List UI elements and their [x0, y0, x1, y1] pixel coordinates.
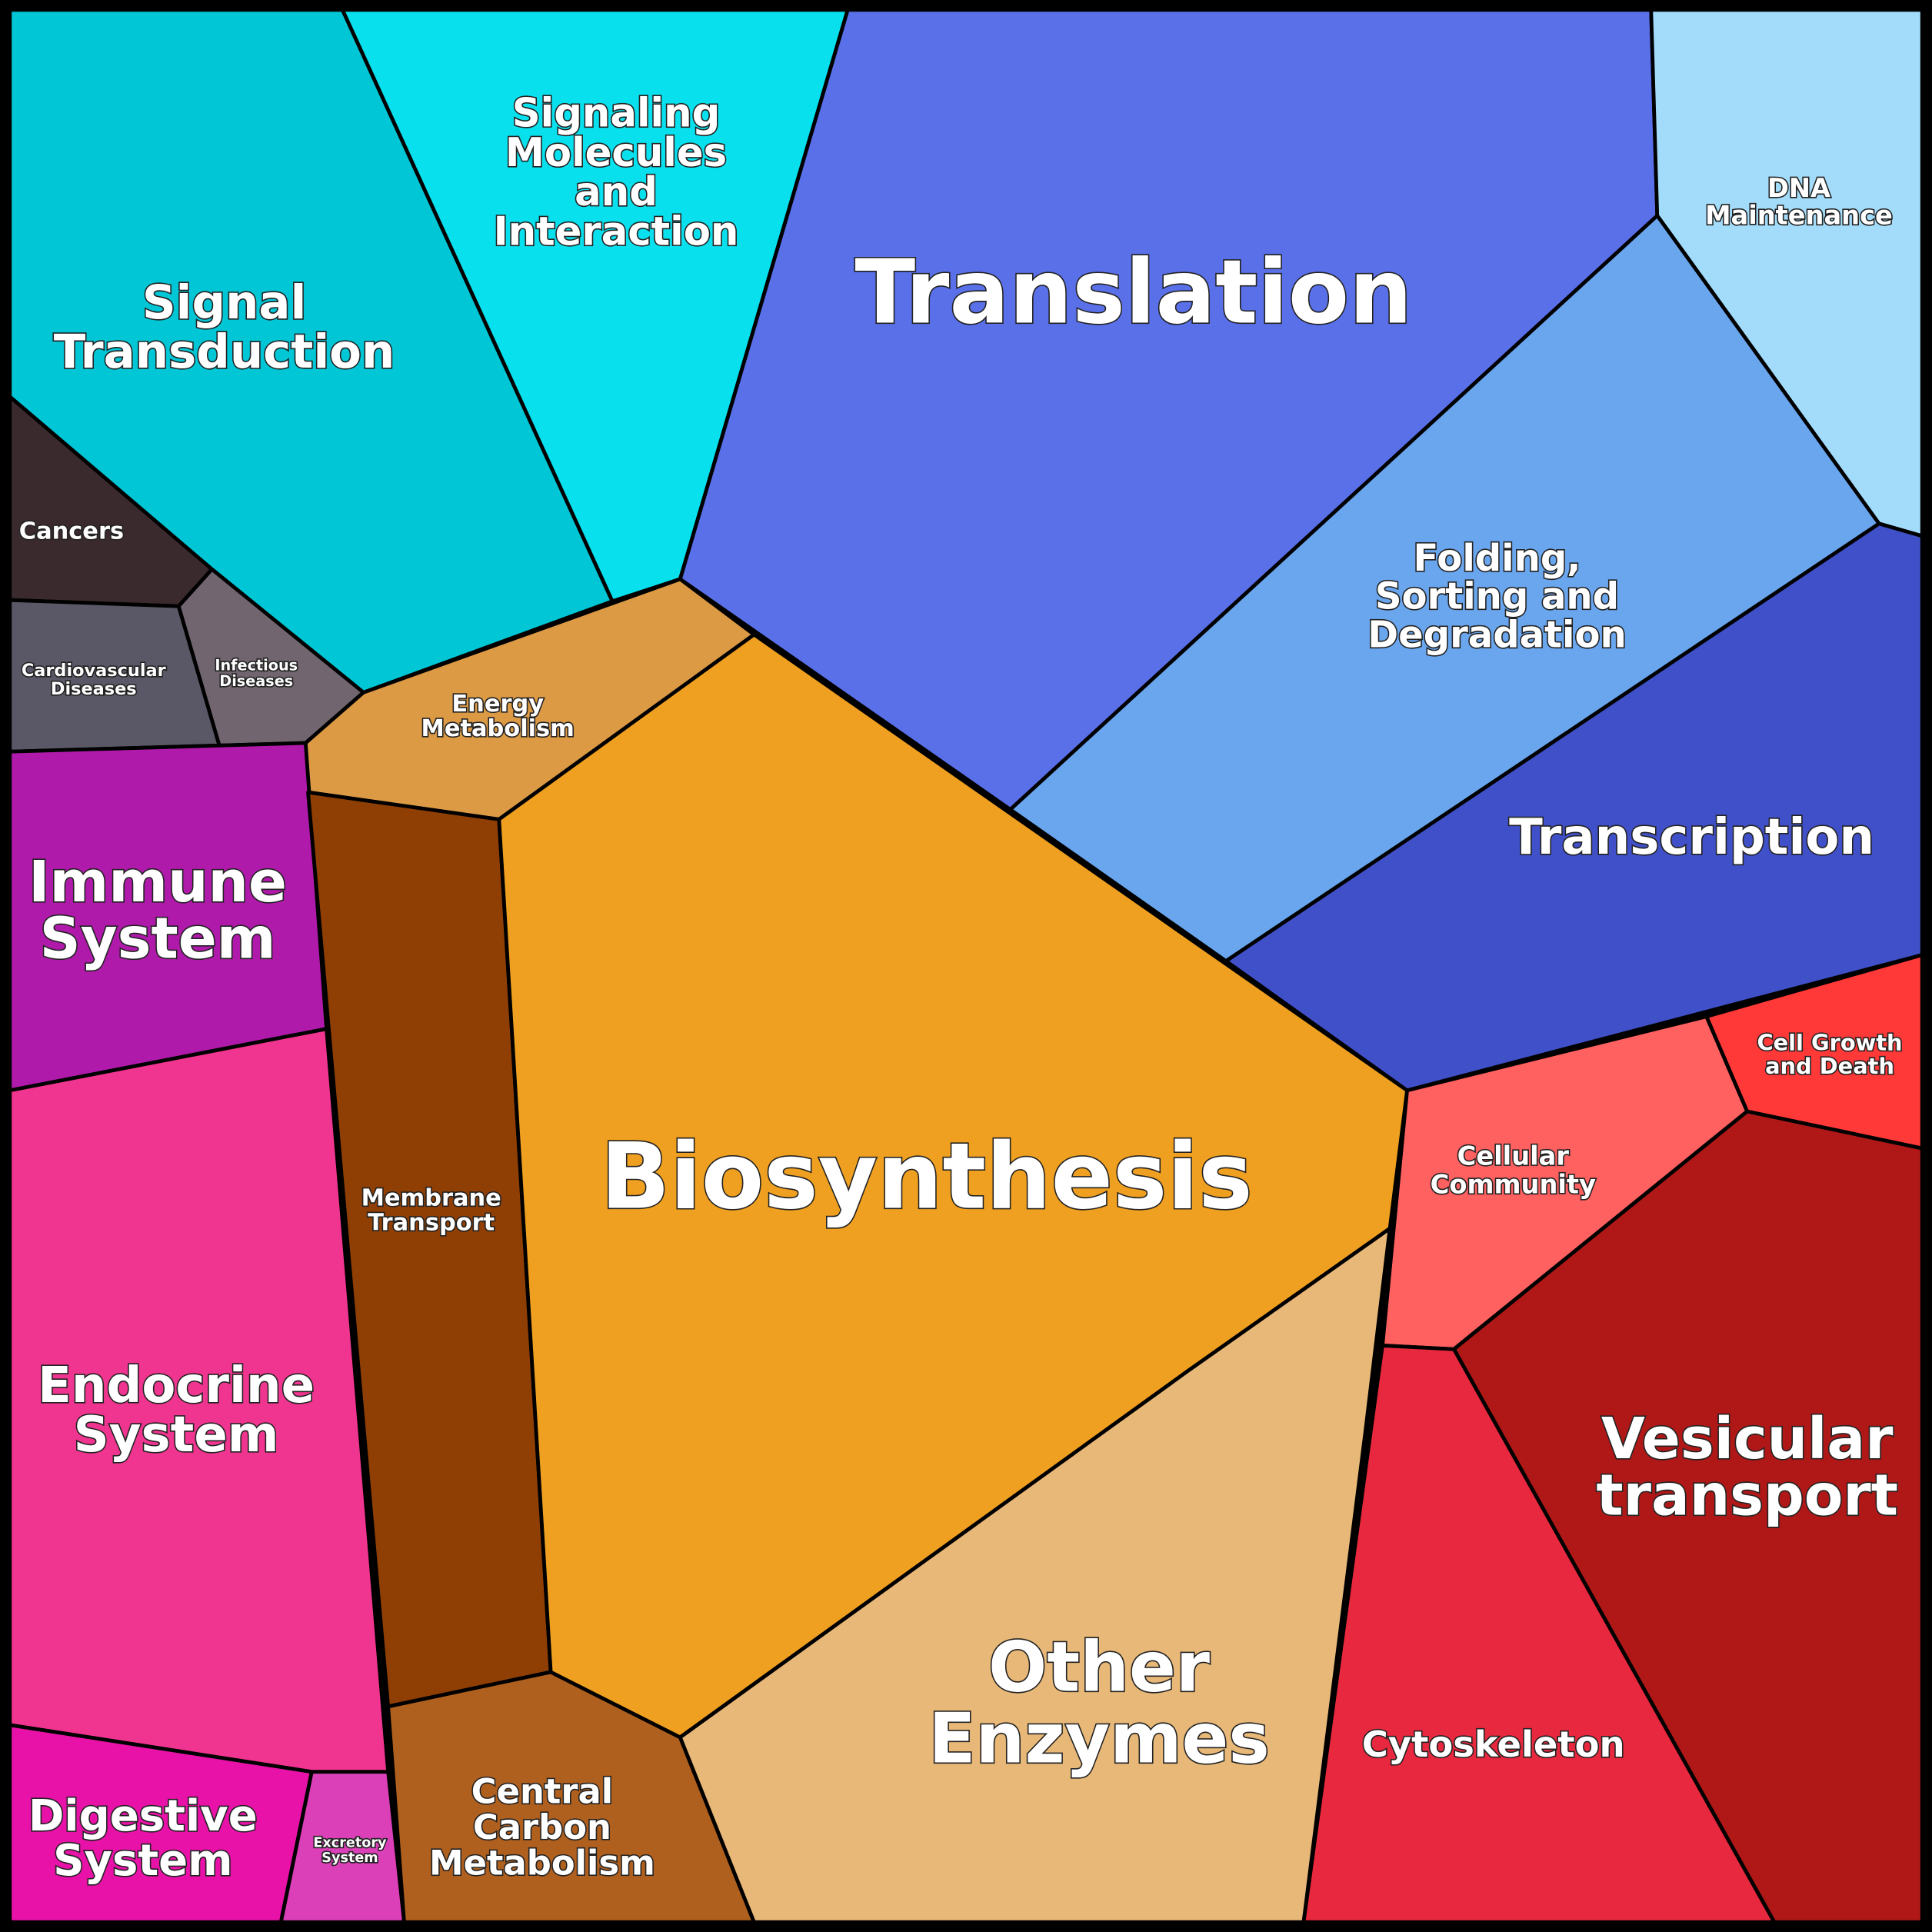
region-label: Transduction [54, 325, 395, 379]
region-label: Cellular [1457, 1141, 1570, 1171]
region-label: System [321, 1850, 378, 1866]
region-label: Immune [28, 850, 287, 915]
region-label: Membrane [361, 1184, 501, 1211]
region-label: Energy [451, 691, 544, 718]
region-label: Cytoskeleton [1362, 1724, 1625, 1765]
region-label: Carbon [473, 1807, 611, 1847]
region-label: Infectious [215, 656, 298, 674]
region-label: Cell Growth [1757, 1030, 1902, 1056]
region-label: Sorting and [1375, 575, 1619, 618]
region-label: Digestive [28, 1791, 258, 1841]
cells [8, 8, 1924, 1924]
region-label: Vesicular [1601, 1407, 1894, 1472]
region-label: Maintenance [1705, 200, 1893, 230]
region-label: Metabolism [429, 1842, 655, 1883]
region-label: and Death [1765, 1053, 1894, 1079]
region-label: Translation [854, 241, 1412, 344]
region-label: Cancers [19, 518, 124, 545]
region-label: Community [1431, 1169, 1596, 1199]
labels: SignalTransductionSignalingMoleculesandI… [18, 89, 1904, 1887]
region-label: Cardiovascular [22, 661, 166, 681]
region-label: transport [1596, 1464, 1898, 1529]
region-label: Diseases [219, 672, 293, 690]
region-label: and [575, 169, 658, 215]
region-label: System [53, 1836, 233, 1886]
region-label: Endocrine [38, 1357, 315, 1414]
region-label: Molecules [505, 130, 727, 176]
region-label: Signaling [512, 91, 721, 137]
region-label: Degradation [1367, 613, 1626, 656]
region-label: Transcription [1509, 809, 1874, 866]
region-label: Excretory [313, 1836, 387, 1851]
region-label: Central [471, 1771, 613, 1812]
region-label: Diseases [51, 679, 137, 699]
region-label: DNA [1767, 173, 1830, 203]
region-label: Enzymes [928, 1699, 1270, 1779]
region-label: Transport [368, 1209, 495, 1236]
region-cell [1224, 521, 1924, 1093]
region-label: Signal [142, 275, 307, 330]
region-label: Folding, [1413, 537, 1581, 580]
region-label: Interaction [494, 208, 739, 255]
region-label: Other [988, 1627, 1210, 1707]
region-label: Biosynthesis [601, 1124, 1253, 1230]
region-label: System [40, 907, 276, 972]
region-label: Metabolism [421, 715, 575, 742]
region-label: System [74, 1407, 279, 1464]
